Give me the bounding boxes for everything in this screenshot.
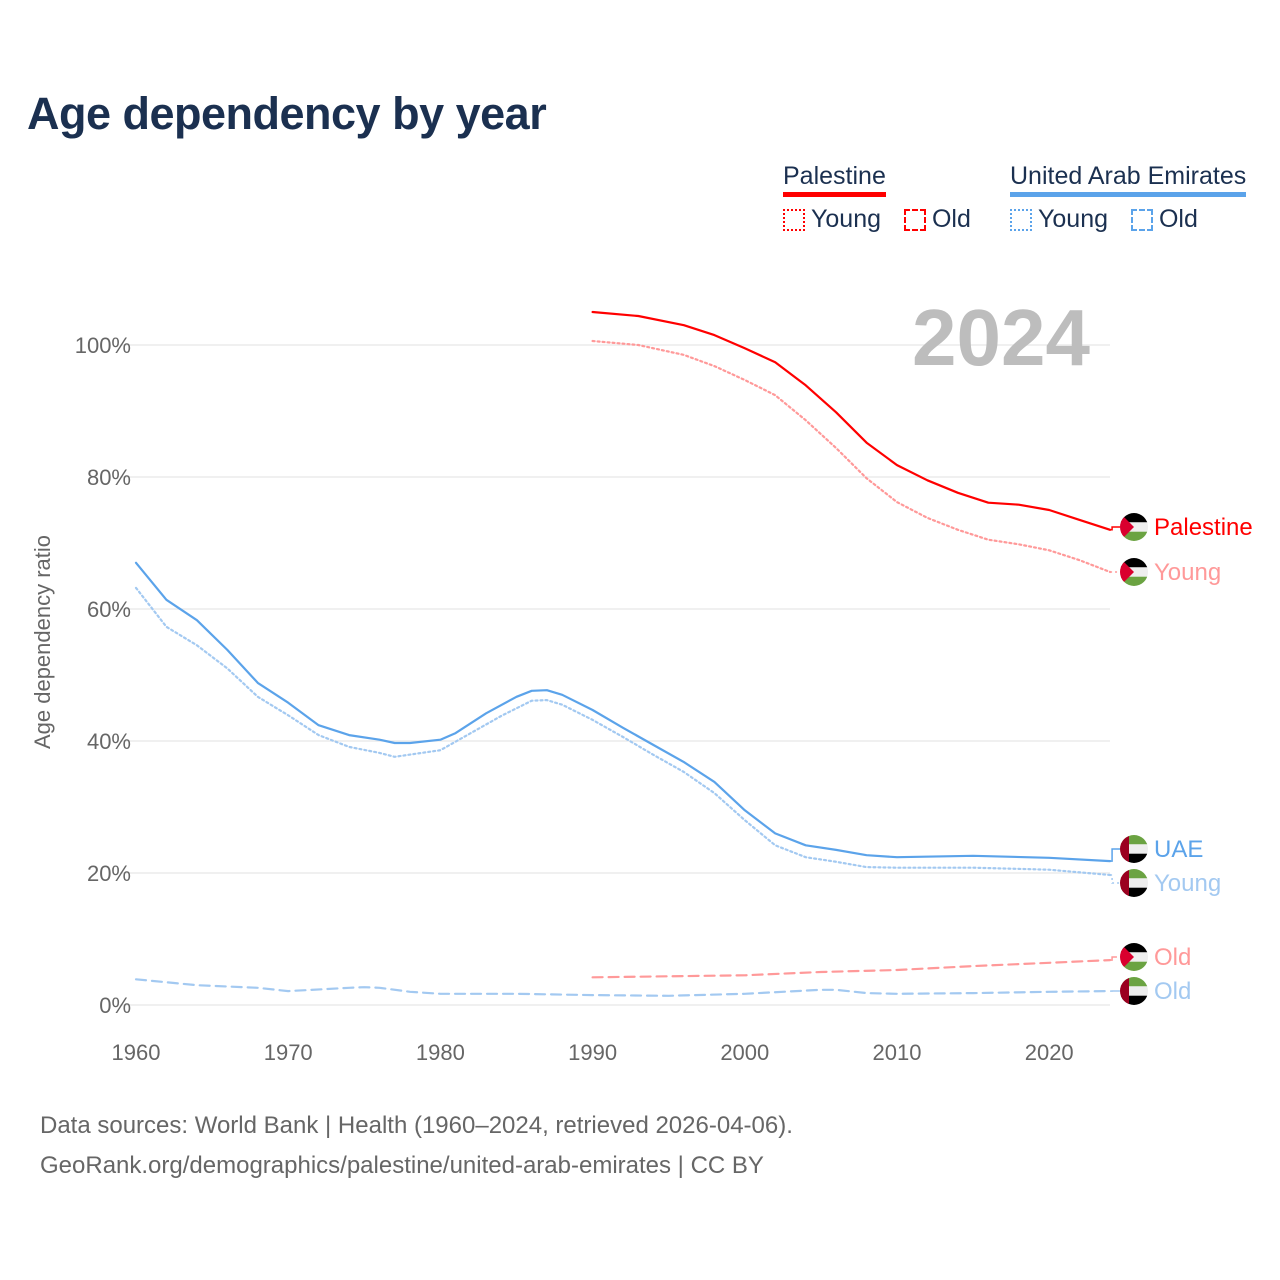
y-tick-label: 0%	[99, 993, 131, 1018]
flag-bar	[1120, 835, 1129, 863]
series-line-uae-old	[134, 978, 1112, 997]
y-tick-label: 20%	[87, 861, 131, 886]
y-tick-label: 100%	[75, 333, 131, 358]
year-watermark: 2024	[912, 293, 1090, 382]
flag-stripe	[1120, 952, 1148, 962]
flag-stripe	[1120, 853, 1148, 863]
uae-flag-icon	[1120, 835, 1148, 863]
x-tick-label: 1980	[416, 1040, 465, 1065]
uae-flag-icon	[1120, 977, 1148, 1005]
flag-stripe	[1120, 567, 1148, 577]
series-line-uae	[134, 561, 1112, 863]
legend-item-label: Young	[1038, 205, 1108, 233]
flag-triangle	[1120, 513, 1134, 541]
series-end-label: Young	[1154, 559, 1221, 586]
flag-body	[1120, 558, 1148, 586]
palestine-flag-icon	[1120, 513, 1148, 541]
flag-body	[1120, 869, 1148, 897]
x-tick-label: 2020	[1025, 1040, 1074, 1065]
legend-uae[interactable]: United Arab Emirates Young Old	[1010, 162, 1247, 238]
series-end-label: Old	[1154, 944, 1191, 971]
flag-body	[1120, 977, 1148, 1005]
label-connector	[1110, 526, 1123, 531]
legend-uae-label[interactable]: United Arab Emirates	[1010, 162, 1247, 197]
legend-palestine[interactable]: Palestine Young Old	[783, 162, 987, 238]
flag-stripe	[1120, 986, 1148, 996]
series-end-label: Young	[1154, 870, 1221, 897]
flag-stripe	[1120, 977, 1148, 987]
x-tick-label: 2000	[720, 1040, 769, 1065]
dashed-swatch-icon	[1130, 208, 1153, 231]
source-line: Data sources: World Bank | Health (1960–…	[40, 1112, 793, 1139]
label-connector	[1110, 848, 1123, 862]
legend-item-label: Old	[1158, 205, 1198, 233]
flag-stripe	[1120, 558, 1148, 568]
x-tick-label: 2010	[873, 1040, 922, 1065]
uae-flag-icon	[1120, 869, 1148, 897]
dotted-swatch-icon	[783, 208, 805, 231]
series-line-palestine-old	[591, 959, 1112, 979]
flag-stripe	[1120, 869, 1148, 879]
x-tick-label: 1990	[568, 1040, 617, 1065]
y-axis-label: Age dependency ratio	[30, 535, 55, 749]
chart-title: Age dependency by year	[27, 88, 547, 139]
flag-stripe	[1120, 844, 1148, 854]
flag-triangle	[1120, 558, 1134, 586]
flag-bar	[1120, 977, 1129, 1005]
x-tick-label: 1960	[112, 1040, 161, 1065]
flag-stripe	[1120, 531, 1148, 541]
legend-uae-old[interactable]: Old	[1130, 205, 1198, 234]
flag-stripe	[1120, 522, 1148, 532]
flag-bar	[1120, 869, 1129, 897]
series-end-label: Old	[1154, 978, 1191, 1005]
flag-stripe	[1120, 943, 1148, 953]
x-tick-label: 1970	[264, 1040, 313, 1065]
palestine-flag-icon	[1120, 943, 1148, 971]
flag-stripe	[1120, 995, 1148, 1005]
flag-stripe	[1120, 961, 1148, 971]
legend-palestine-young[interactable]: Young	[783, 205, 881, 234]
label-connector	[1110, 874, 1123, 884]
flag-triangle	[1120, 943, 1134, 971]
dotted-swatch-icon	[1010, 208, 1032, 231]
series-end-label: UAE	[1154, 836, 1203, 863]
legend-palestine-label[interactable]: Palestine	[783, 162, 886, 197]
flag-body	[1120, 835, 1148, 863]
label-connector	[1110, 956, 1123, 961]
legend-uae-young[interactable]: Young	[1010, 205, 1108, 234]
flag-stripe	[1120, 576, 1148, 586]
legend-palestine-old[interactable]: Old	[903, 205, 971, 234]
flag-stripe	[1120, 513, 1148, 523]
source-link[interactable]: GeoRank.org/demographics/palestine/unite…	[40, 1152, 764, 1179]
legend-item-label: Young	[811, 205, 881, 233]
source-note: Data sources: World Bank | Health (1960–…	[40, 1106, 793, 1186]
palestine-flag-icon	[1120, 558, 1148, 586]
flag-body	[1120, 943, 1148, 971]
y-tick-label: 60%	[87, 597, 131, 622]
y-tick-label: 80%	[87, 465, 131, 490]
series-end-label: Palestine	[1154, 514, 1253, 541]
flag-body	[1120, 513, 1148, 541]
series-line-uae-young	[134, 586, 1112, 877]
legend-item-label: Old	[931, 205, 971, 233]
dashed-swatch-icon	[903, 208, 926, 231]
flag-stripe	[1120, 887, 1148, 897]
y-tick-label: 40%	[87, 729, 131, 754]
flag-stripe	[1120, 878, 1148, 888]
flag-stripe	[1120, 835, 1148, 845]
